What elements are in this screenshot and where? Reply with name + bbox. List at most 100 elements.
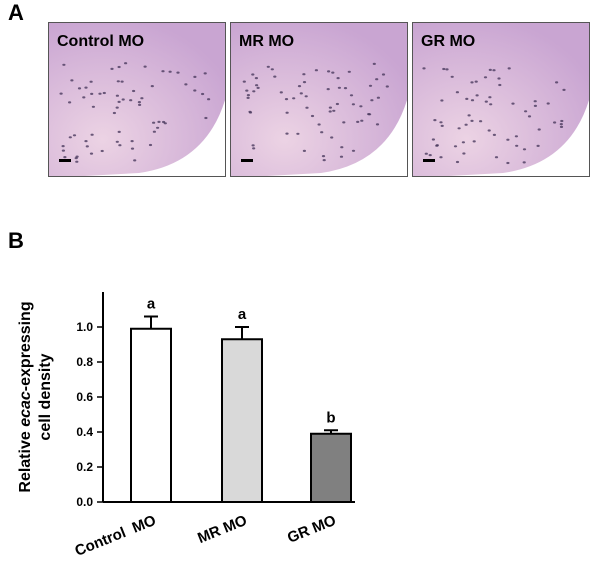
cell-dot — [506, 161, 510, 165]
cell-dot — [254, 77, 258, 80]
cell-dot — [527, 115, 532, 118]
cell-dot — [428, 154, 432, 157]
cell-dot — [424, 152, 428, 155]
panel-a-letter: A — [8, 0, 24, 25]
cell-dot — [487, 129, 491, 132]
cell-dot — [488, 68, 492, 71]
y-tick-label: 0.0 — [76, 495, 93, 509]
cell-dot — [273, 75, 277, 78]
cell-dot — [302, 149, 306, 152]
cell-dot — [150, 85, 154, 88]
cell-dot — [68, 101, 72, 104]
cell-dot — [284, 98, 289, 101]
cell-dot — [498, 83, 502, 87]
cell-dot — [367, 113, 371, 116]
micrograph-gr-image — [413, 23, 589, 176]
cell-dot — [115, 94, 119, 97]
cell-dot — [116, 80, 120, 83]
y-tick-label: 0.2 — [76, 460, 93, 474]
x-tick-label: MR MO — [195, 512, 250, 547]
micrograph-mr-image — [231, 23, 407, 176]
cell-dot — [514, 135, 518, 138]
cell-dot — [252, 90, 256, 93]
cell-dot — [483, 76, 488, 79]
cell-dot — [148, 143, 153, 147]
cell-dot — [321, 155, 326, 158]
cell-dot — [445, 68, 449, 71]
cell-dot — [475, 94, 479, 97]
cell-dot — [328, 106, 332, 109]
cell-dot — [433, 119, 437, 122]
cell-dot — [457, 127, 461, 130]
cell-dot — [326, 88, 330, 91]
cell-dot — [484, 100, 488, 103]
cell-dot — [320, 131, 324, 134]
cell-dot — [302, 73, 306, 76]
cell-dot — [246, 96, 250, 99]
cell-dot — [130, 147, 135, 150]
cell-dot — [203, 72, 207, 75]
cell-dot — [302, 81, 307, 84]
cell-dot — [339, 155, 344, 158]
cell-dot — [129, 99, 133, 102]
cell-dot — [204, 116, 208, 120]
cell-dot — [435, 144, 439, 147]
bar — [221, 338, 263, 503]
cell-dot — [77, 87, 82, 90]
cell-dot — [336, 77, 340, 80]
cell-dot — [299, 92, 303, 95]
cell-dot — [472, 140, 476, 143]
cell-dot — [343, 87, 348, 90]
cell-dot — [327, 70, 331, 73]
cell-dot — [375, 78, 379, 81]
cell-dot — [184, 83, 188, 86]
cell-dot — [89, 152, 94, 155]
cell-dot — [507, 67, 511, 70]
cell-dot — [555, 81, 559, 84]
cell-dot — [246, 94, 250, 97]
cell-dot — [68, 136, 72, 139]
x-tick-label: GR MO — [285, 512, 339, 547]
cell-dot — [255, 84, 259, 87]
cell-dot — [176, 71, 180, 74]
cell-dot — [559, 123, 563, 126]
cell-dot — [440, 99, 444, 102]
cell-dot — [492, 133, 496, 136]
cell-dot — [330, 136, 334, 139]
cell-dot — [347, 70, 351, 73]
cell-dot — [130, 140, 134, 143]
cell-dot — [82, 96, 86, 99]
cell-dot — [337, 86, 341, 89]
cell-dot — [385, 85, 389, 88]
panel-b-letter: B — [8, 228, 24, 253]
micrograph-mr: MR MO — [230, 22, 408, 177]
cell-dot — [381, 73, 386, 76]
cell-dot — [462, 152, 466, 155]
cell-dot — [143, 65, 147, 68]
cell-dot — [536, 144, 540, 147]
cell-dot — [162, 120, 166, 124]
significance-label: a — [147, 296, 156, 313]
cell-dot — [75, 160, 79, 163]
cell-dot — [375, 123, 380, 126]
cell-dot — [470, 99, 475, 102]
cell-dot — [522, 161, 526, 164]
cell-dot — [489, 103, 493, 106]
cell-dot — [351, 149, 356, 152]
cell-dot — [488, 96, 492, 99]
cell-dot — [331, 71, 335, 74]
scale-bar — [423, 159, 435, 162]
x-tick-label: Control MO — [73, 512, 159, 560]
cell-dot — [242, 80, 246, 83]
cell-dot — [285, 111, 289, 114]
cell-dot — [332, 109, 336, 112]
micrograph-control-image — [49, 23, 225, 176]
y-tick-label: 0.8 — [76, 355, 93, 369]
y-axis-label: Relative ecac-expressingcell density — [17, 301, 54, 492]
cell-dot — [292, 97, 296, 100]
cell-dot — [560, 119, 564, 123]
cell-dot — [533, 100, 537, 103]
cell-dot — [121, 98, 125, 101]
cell-dot — [117, 65, 121, 69]
